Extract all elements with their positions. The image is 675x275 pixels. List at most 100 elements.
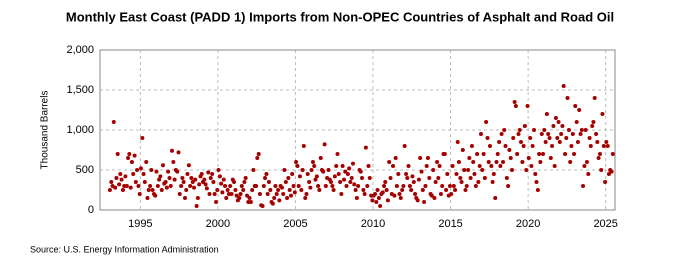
- point: [188, 184, 193, 188]
- point: [336, 172, 341, 176]
- point: [250, 188, 255, 192]
- point: [586, 172, 591, 176]
- point: [186, 163, 191, 168]
- point: [391, 164, 396, 168]
- point: [270, 201, 275, 206]
- point: [460, 148, 465, 152]
- point: [409, 188, 414, 192]
- point: [541, 152, 546, 156]
- point: [279, 185, 284, 190]
- point: [228, 184, 233, 188]
- point: [255, 156, 260, 160]
- point: [353, 188, 358, 192]
- point: [493, 196, 498, 200]
- point: [378, 204, 383, 208]
- point: [454, 172, 459, 176]
- point: [508, 156, 513, 160]
- y-axis-label: Thousand Barrels: [40, 91, 51, 170]
- point: [570, 132, 575, 136]
- point: [114, 176, 119, 180]
- point: [328, 180, 333, 184]
- point: [322, 142, 327, 147]
- point: [442, 152, 447, 156]
- point: [189, 176, 194, 180]
- point: [241, 188, 246, 192]
- point: [307, 180, 312, 184]
- point: [272, 196, 277, 200]
- point: [348, 180, 353, 184]
- point: [354, 196, 359, 200]
- point: [212, 192, 217, 196]
- point: [546, 132, 551, 136]
- y-tick-label: 2,000: [66, 44, 94, 56]
- point: [301, 144, 306, 148]
- point: [522, 124, 527, 128]
- point: [587, 136, 592, 140]
- point: [203, 182, 208, 187]
- point: [518, 140, 523, 144]
- point: [312, 164, 317, 168]
- point: [155, 184, 160, 188]
- point: [332, 174, 337, 179]
- point: [537, 152, 542, 156]
- point: [131, 172, 136, 176]
- point: [263, 176, 268, 180]
- point: [601, 144, 606, 148]
- point: [238, 192, 243, 196]
- point: [499, 132, 504, 136]
- point: [495, 152, 500, 156]
- point: [192, 185, 197, 190]
- point: [396, 172, 401, 176]
- point: [305, 172, 310, 176]
- point: [564, 136, 569, 140]
- point: [432, 196, 437, 200]
- point: [239, 184, 244, 188]
- point: [356, 184, 361, 188]
- x-tick-label: 2015: [438, 218, 462, 230]
- point: [433, 180, 438, 184]
- point: [595, 140, 600, 144]
- point: [544, 112, 549, 116]
- point: [574, 120, 579, 124]
- point: [225, 188, 230, 192]
- point: [422, 200, 427, 204]
- point: [237, 196, 242, 200]
- point: [521, 144, 526, 148]
- point: [524, 168, 529, 172]
- point: [245, 193, 250, 198]
- point: [326, 168, 331, 172]
- point: [251, 168, 256, 172]
- point: [529, 164, 534, 168]
- point: [163, 180, 168, 184]
- point: [334, 164, 339, 168]
- point: [515, 152, 520, 156]
- point: [517, 128, 522, 132]
- point: [502, 128, 507, 132]
- point: [401, 184, 406, 188]
- point: [597, 152, 602, 156]
- point: [476, 180, 481, 184]
- point: [394, 184, 399, 188]
- point: [424, 164, 429, 168]
- point: [610, 152, 615, 156]
- point: [217, 174, 222, 179]
- point: [126, 156, 131, 160]
- point: [132, 153, 137, 158]
- point: [297, 174, 302, 179]
- point: [181, 180, 186, 184]
- point: [588, 144, 593, 148]
- point: [398, 196, 403, 200]
- point: [475, 152, 480, 156]
- point: [323, 184, 328, 188]
- point: [286, 176, 291, 180]
- point: [584, 160, 589, 164]
- point: [254, 184, 259, 188]
- point: [600, 112, 605, 116]
- point: [288, 193, 293, 198]
- point: [154, 169, 159, 174]
- point: [510, 168, 514, 172]
- point: [392, 193, 397, 198]
- point: [503, 144, 508, 148]
- point: [444, 188, 449, 192]
